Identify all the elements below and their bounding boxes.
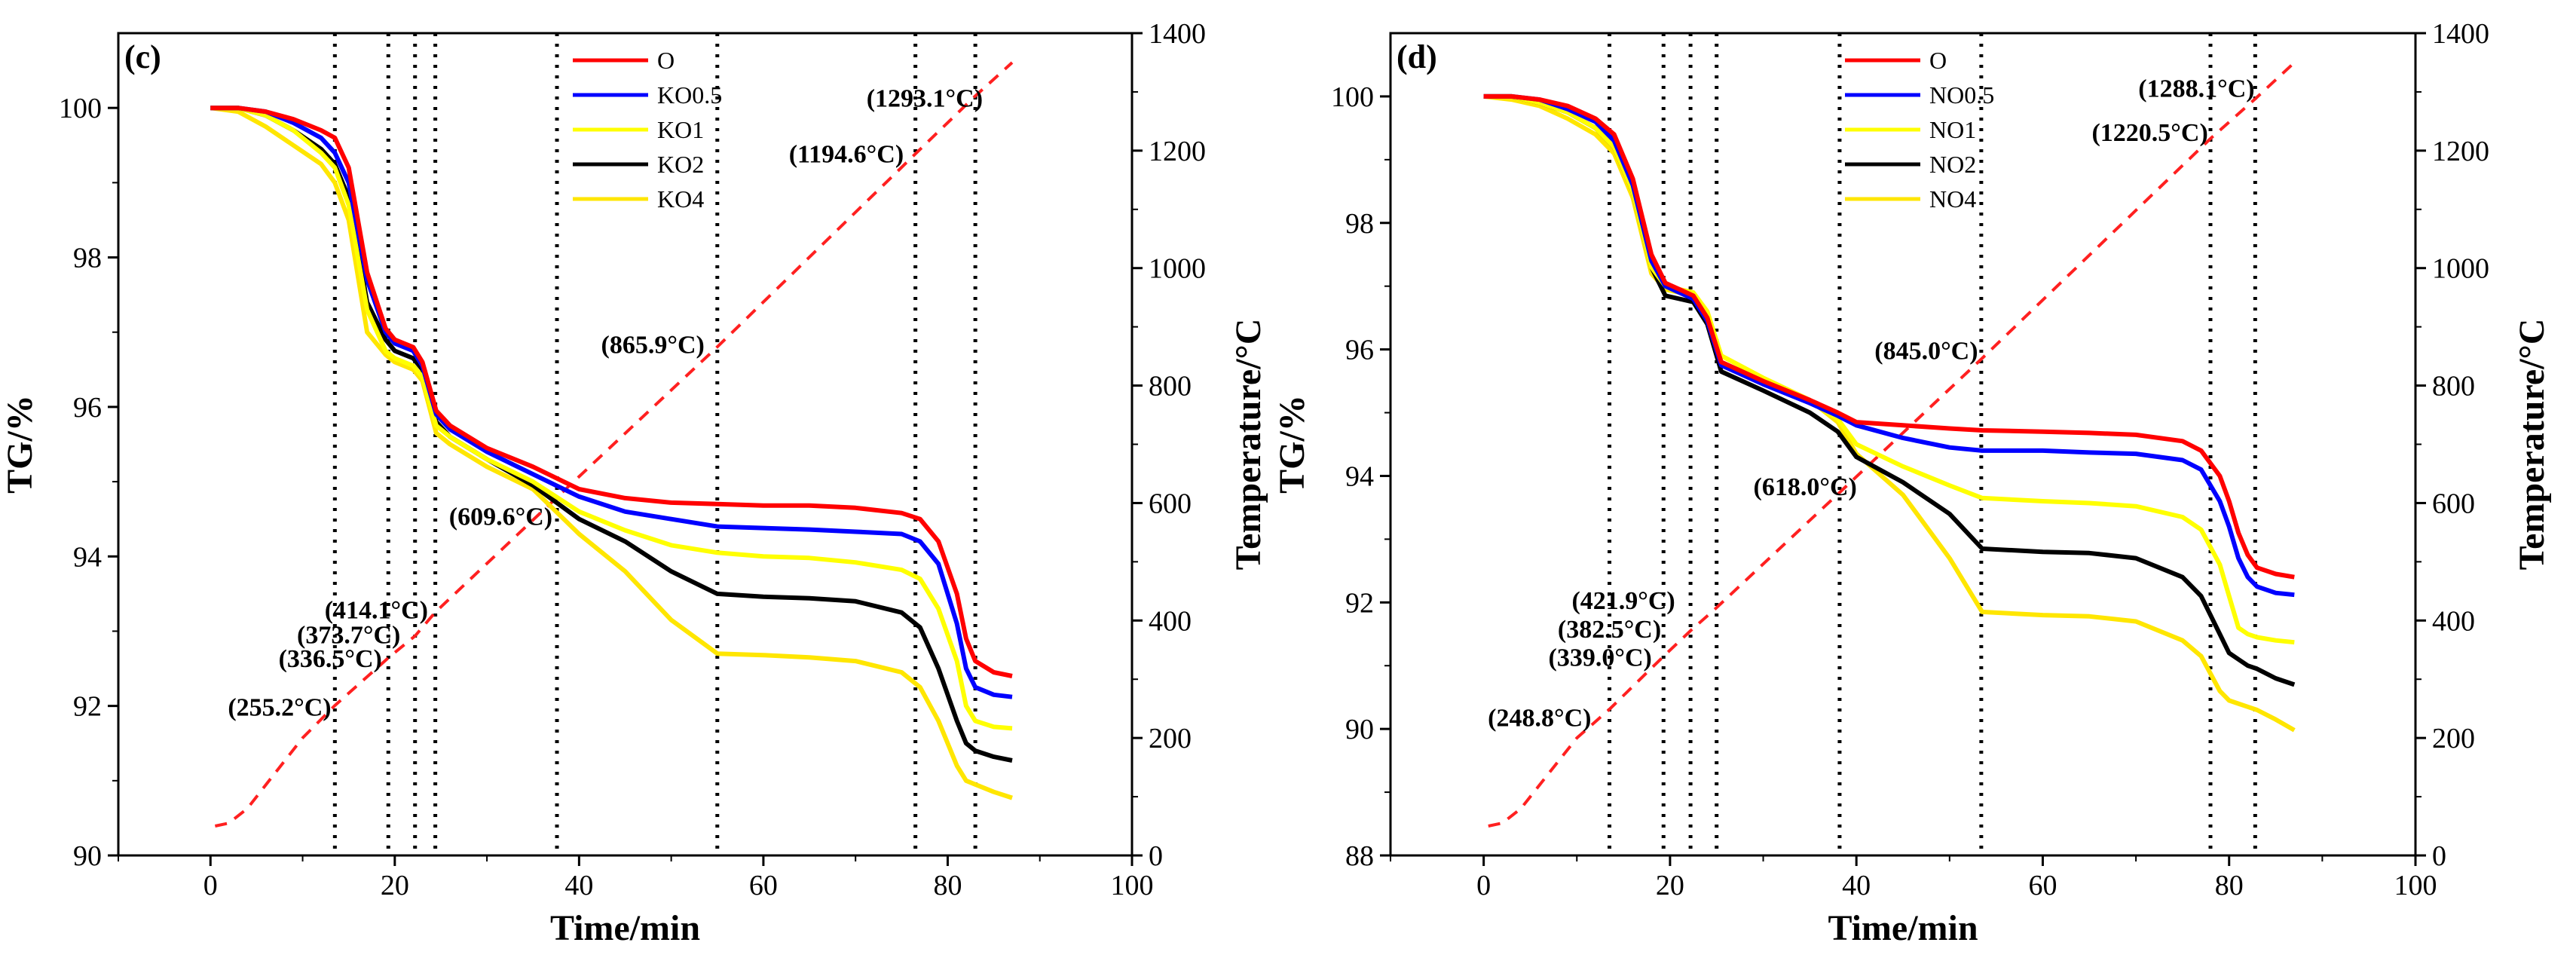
- legend: O KO0.5 KO1 KO2 KO4: [573, 47, 722, 213]
- x-tick-label: 40: [564, 870, 593, 901]
- x-tick-label: 0: [1476, 870, 1491, 901]
- legend-label: O: [657, 47, 675, 74]
- y-tick-label: 88: [1345, 840, 1374, 872]
- y2-tick-label: 600: [1149, 488, 1192, 519]
- legend: O NO0.5 NO1 NO2 NO4: [1845, 47, 1994, 213]
- y2-tick-label: 800: [1149, 371, 1192, 402]
- annotation-label: (1293.1°C): [867, 84, 983, 112]
- series-line-ko2: [210, 106, 1013, 763]
- annotation-label: (609.6°C): [449, 503, 552, 531]
- annotation-label: (1220.5°C): [2091, 119, 2207, 147]
- y-tick-label: 90: [1345, 714, 1374, 745]
- annotation-label: (1288.1°C): [2138, 75, 2254, 103]
- legend-label: KO1: [657, 116, 704, 143]
- legend-label: NO2: [1929, 151, 1976, 178]
- annotation-label: (865.9°C): [601, 332, 705, 360]
- legend-label: O: [1929, 47, 1947, 74]
- series-line-ko1: [210, 106, 1013, 731]
- annotation-label: (414.1°C): [325, 597, 428, 625]
- legend-label: NO0.5: [1929, 81, 1994, 109]
- y-axis-title: TG/%: [0, 395, 40, 494]
- x-tick-label: 40: [1842, 870, 1871, 901]
- x-tick-label: 80: [933, 870, 962, 901]
- x-tick-label: 20: [381, 870, 409, 901]
- y2-axis-title: Temperature/°C: [2512, 319, 2552, 571]
- y2-tick-label: 400: [1149, 605, 1192, 637]
- annotation-label: (421.9°C): [1571, 587, 1675, 615]
- x-tick-label: 100: [2394, 870, 2437, 901]
- x-axis-title: Time/min: [550, 908, 700, 948]
- annotation-label: (248.8°C): [1488, 704, 1591, 732]
- temperature-line: [1488, 61, 2296, 828]
- annotation-label: (382.5°C): [1558, 616, 1661, 644]
- x-tick-label: 20: [1656, 870, 1684, 901]
- panel-label: (c): [124, 38, 161, 75]
- chart-panel-c: 0 20 40 60 80 1009092949698100020040060080010…: [0, 18, 1268, 948]
- series-line-no0-5: [1483, 93, 2295, 598]
- y2-tick-label: 800: [2432, 371, 2475, 402]
- annotation-label: (618.0°C): [1754, 473, 1857, 501]
- y-tick-label: 100: [59, 93, 102, 124]
- series-line-o: [1483, 93, 2295, 580]
- x-tick-label: 80: [2215, 870, 2244, 901]
- y2-tick-label: 1200: [1149, 136, 1206, 167]
- series-line-no1: [1483, 93, 2295, 645]
- y-tick-label: 94: [1345, 461, 1374, 492]
- legend-label: NO1: [1929, 116, 1976, 143]
- y2-tick-label: 1200: [2432, 136, 2489, 167]
- legend-label: KO4: [657, 185, 704, 213]
- annotation-label: (373.7°C): [297, 621, 400, 649]
- y-tick-label: 98: [1345, 208, 1374, 240]
- series-line-ko0-5: [210, 106, 1013, 699]
- y-tick-label: 92: [73, 691, 102, 723]
- annotation-label: (336.5°C): [279, 645, 382, 673]
- y2-tick-label: 0: [1149, 840, 1163, 872]
- y-tick-label: 90: [73, 840, 102, 872]
- annotation-label: (1194.6°C): [789, 141, 904, 169]
- chart-panel-d: 0 20 40 60 80 1008890929496981000200400600800…: [1272, 18, 2552, 948]
- x-tick-label: 100: [1111, 870, 1154, 901]
- legend-label: KO0.5: [657, 81, 722, 109]
- y2-tick-label: 400: [2432, 605, 2475, 637]
- y2-tick-label: 200: [1149, 723, 1192, 754]
- y-tick-label: 98: [73, 243, 102, 274]
- x-tick-label: 0: [203, 870, 218, 901]
- y2-tick-label: 200: [2432, 723, 2475, 754]
- legend-label: NO4: [1929, 185, 1976, 213]
- series-line-ko4: [210, 106, 1013, 800]
- y2-tick-label: 0: [2432, 840, 2446, 872]
- panel-label: (d): [1397, 38, 1437, 75]
- plot-frame: [117, 32, 1134, 857]
- series-line-o: [210, 106, 1013, 678]
- x-axis-title: Time/min: [1828, 908, 1978, 948]
- x-tick-label: 60: [749, 870, 778, 901]
- y-tick-label: 100: [1331, 81, 1374, 113]
- annotation-label: (339.0°C): [1549, 644, 1652, 672]
- y2-tick-label: 1000: [2432, 253, 2489, 285]
- y2-tick-label: 1400: [2432, 18, 2489, 50]
- y-tick-label: 96: [73, 392, 102, 424]
- y2-tick-label: 1000: [1149, 253, 1206, 285]
- y-tick-label: 92: [1345, 587, 1374, 619]
- y2-tick-label: 1400: [1149, 18, 1206, 50]
- series-line-no4: [1483, 93, 2296, 733]
- y2-axis-title: Temperature/°C: [1228, 319, 1268, 571]
- y2-tick-label: 600: [2432, 488, 2475, 519]
- temperature-line: [214, 61, 1014, 828]
- y-tick-label: 94: [73, 541, 102, 573]
- annotation-label: (255.2°C): [228, 694, 331, 722]
- annotation-label: (845.0°C): [1874, 338, 1978, 366]
- y-axis-title: TG/%: [1272, 395, 1312, 494]
- y-tick-label: 96: [1345, 335, 1374, 366]
- x-tick-label: 60: [2028, 870, 2057, 901]
- legend-label: KO2: [657, 151, 704, 178]
